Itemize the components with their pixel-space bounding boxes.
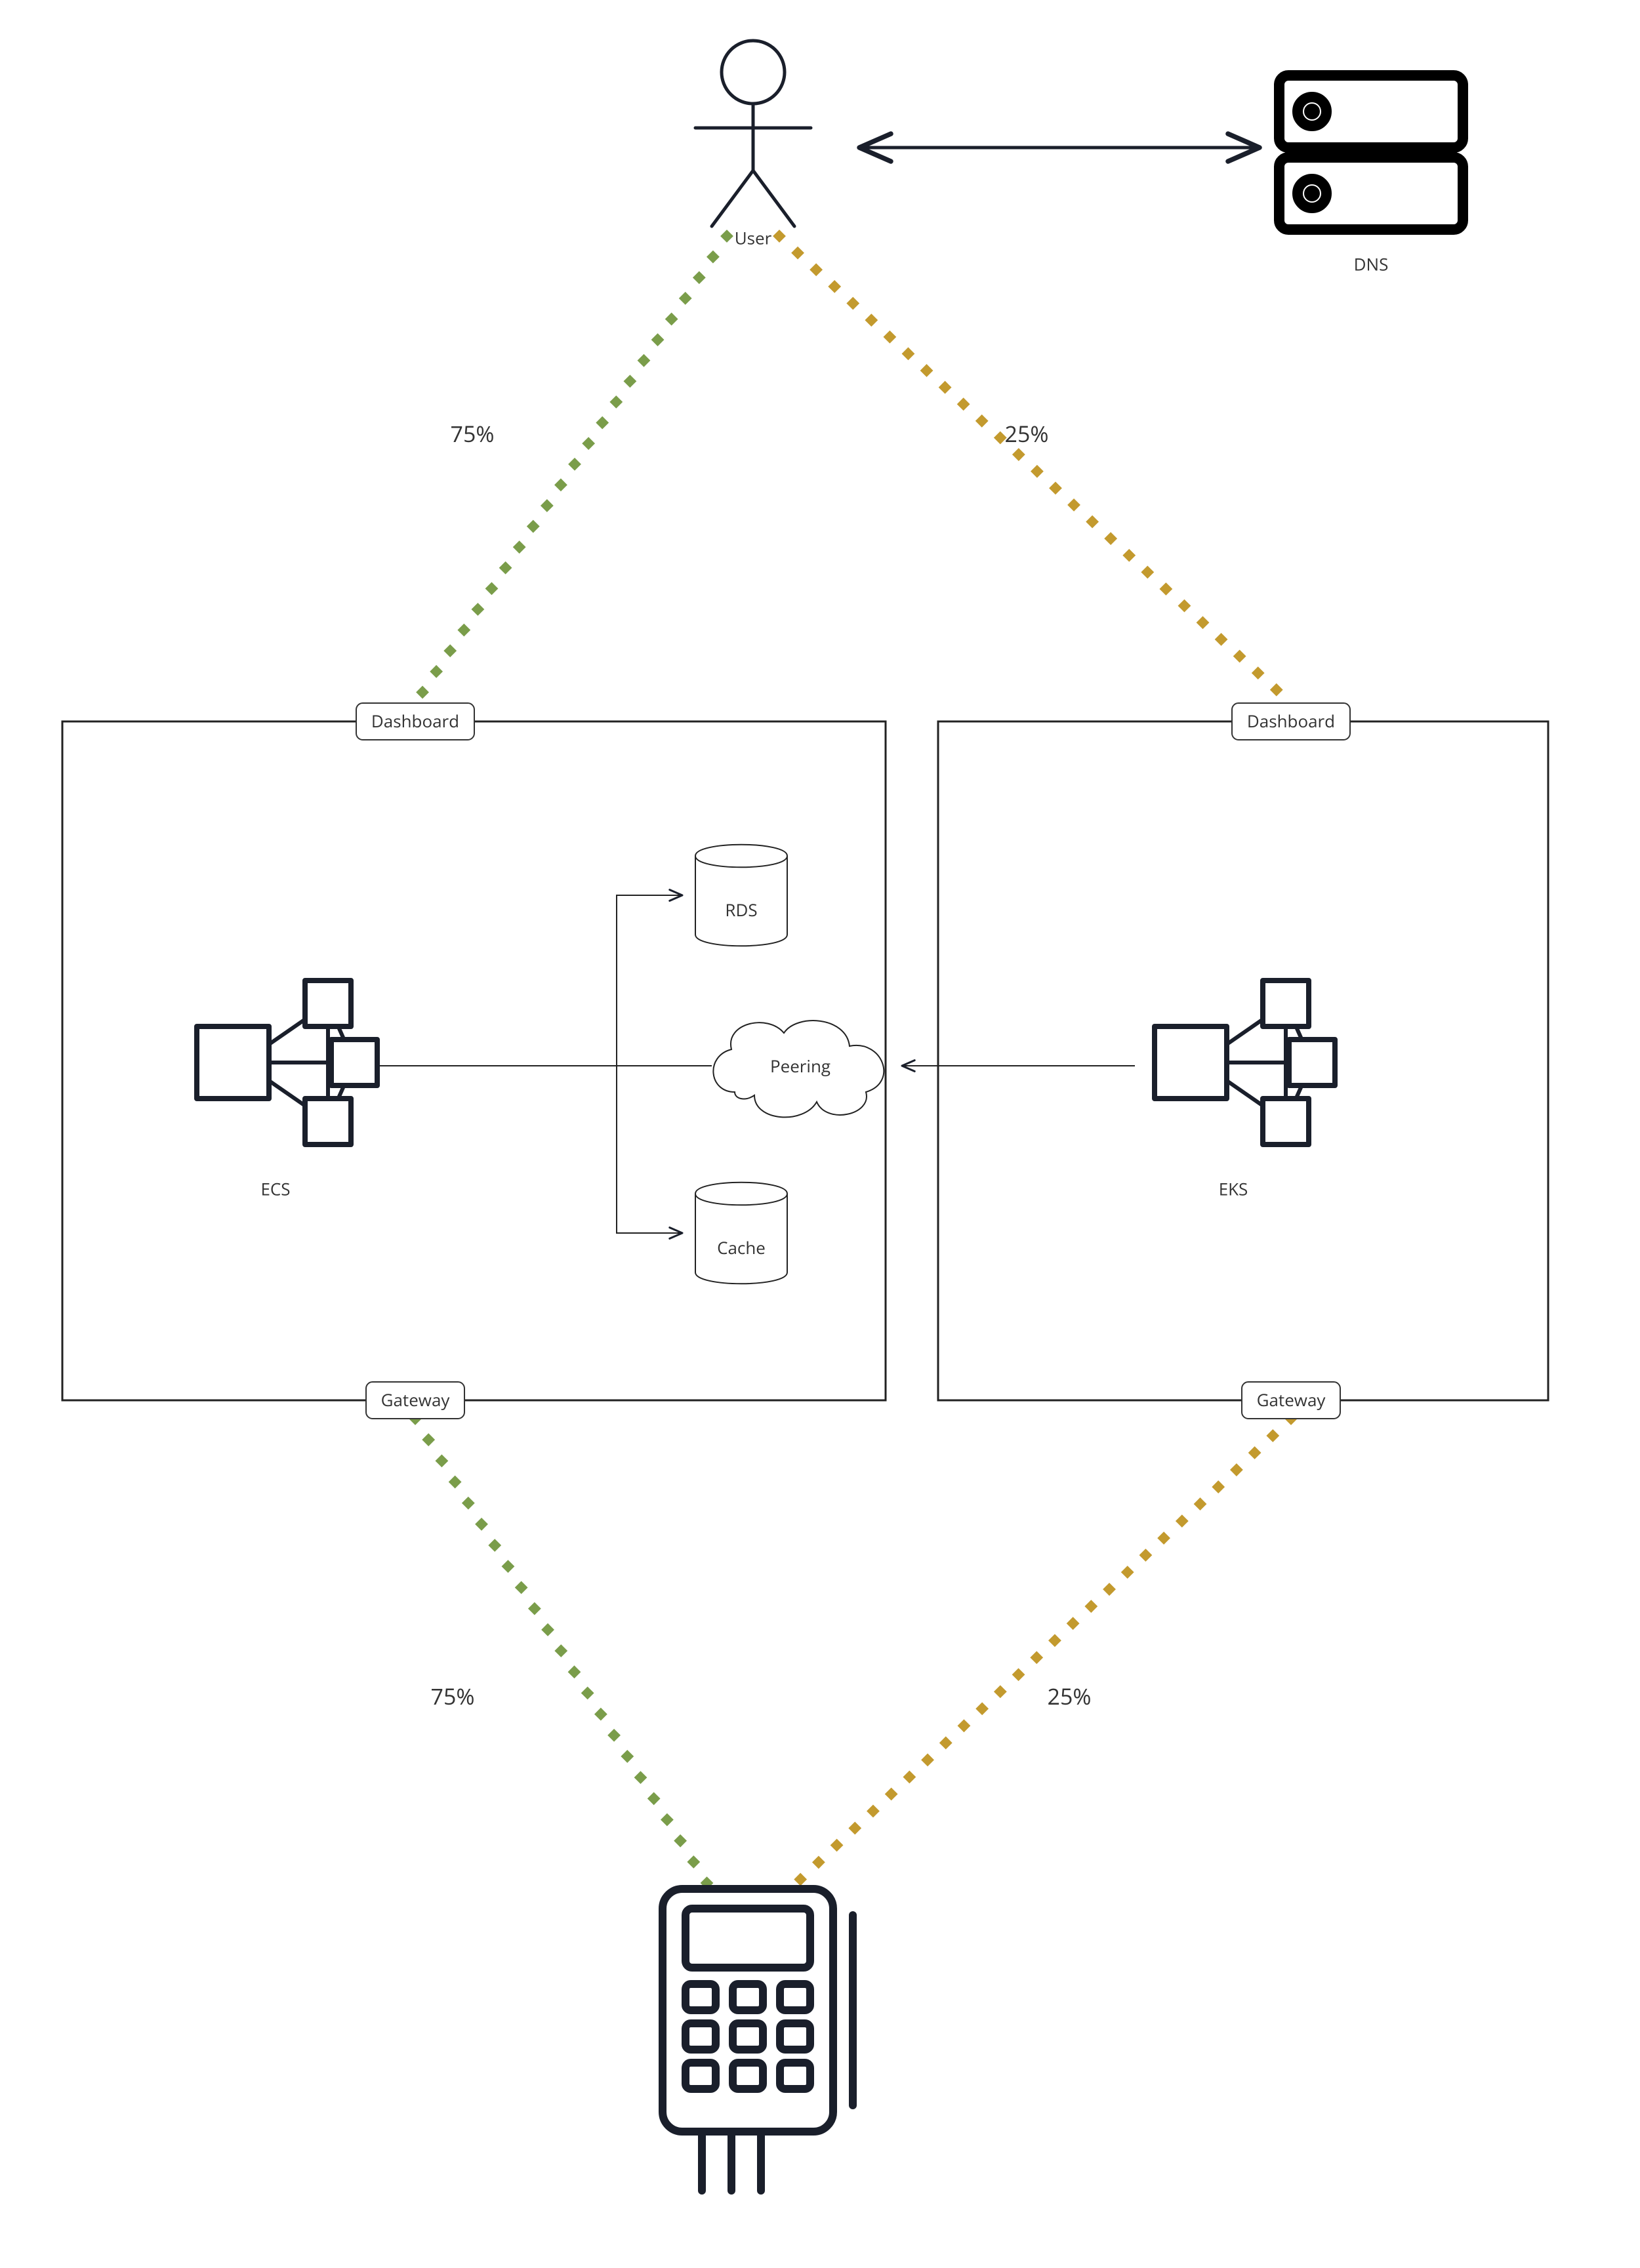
dns-label: DNS xyxy=(1354,252,1389,275)
rds-icon: RDS xyxy=(695,845,787,946)
user-label: User xyxy=(735,226,772,249)
label-left-term: 75% xyxy=(431,1681,475,1711)
label-user-right: 25% xyxy=(1005,418,1049,449)
edge-peering-rds xyxy=(617,895,682,1066)
svg-text:Dashboard: Dashboard xyxy=(1247,709,1335,733)
badge-left-dashboard: Dashboard xyxy=(356,703,474,740)
edge-peering-cache xyxy=(617,1066,682,1233)
user-icon xyxy=(695,41,811,226)
ecs-label: ECS xyxy=(260,1177,290,1200)
badge-left-gateway: Gateway xyxy=(366,1382,464,1419)
svg-text:Dashboard: Dashboard xyxy=(371,709,459,733)
dns-icon xyxy=(1279,75,1463,230)
cache-icon: Cache xyxy=(695,1183,787,1284)
badge-right-dashboard: Dashboard xyxy=(1232,703,1350,740)
svg-text:Peering: Peering xyxy=(770,1054,830,1078)
terminal-icon xyxy=(663,1889,853,2191)
eks-icon xyxy=(1155,981,1335,1144)
label-user-left: 75% xyxy=(451,418,495,449)
architecture-diagram: 75% 25% 75% 25% Dashboard Gateway Dashbo… xyxy=(0,0,1640,2268)
svg-text:RDS: RDS xyxy=(725,898,757,921)
svg-text:Gateway: Gateway xyxy=(381,1388,451,1411)
eks-label: EKS xyxy=(1219,1177,1248,1200)
svg-text:Cache: Cache xyxy=(717,1236,766,1259)
svg-text:Gateway: Gateway xyxy=(1257,1388,1326,1411)
badge-right-gateway: Gateway xyxy=(1242,1382,1340,1419)
ecs-icon xyxy=(197,981,377,1144)
label-right-term: 25% xyxy=(1048,1681,1092,1711)
peering-icon: Peering xyxy=(713,1021,884,1117)
